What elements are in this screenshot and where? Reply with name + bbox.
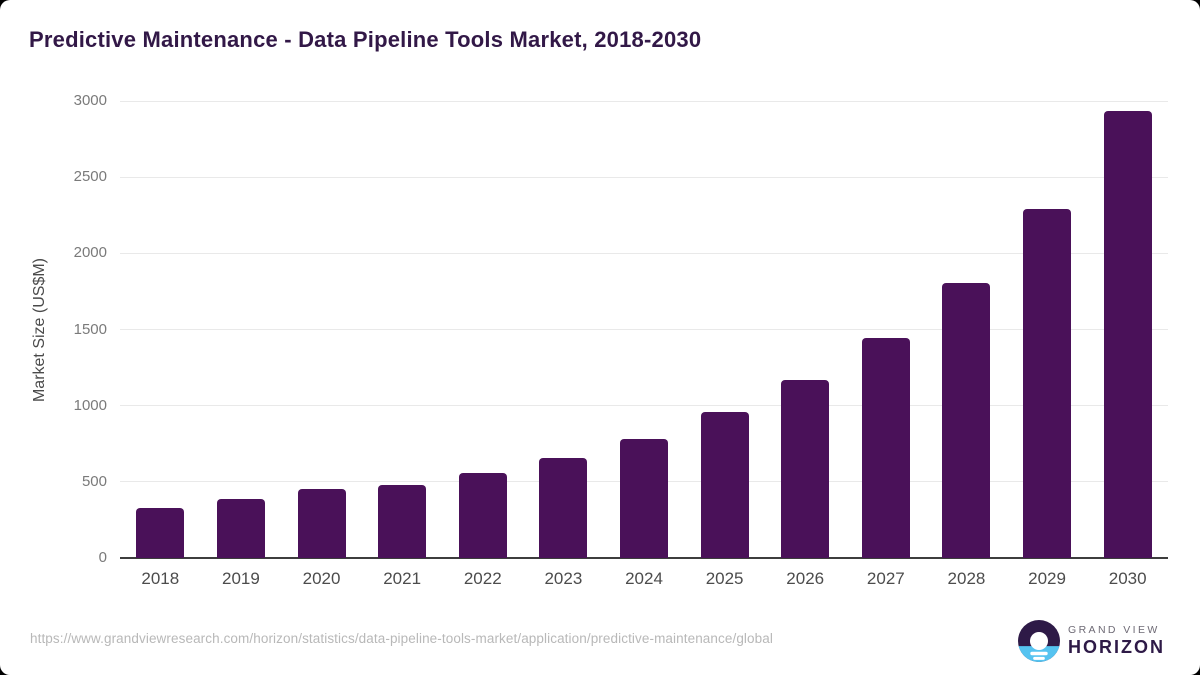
gridline-1000 [120, 405, 1168, 407]
x-tick-label-2020: 2020 [302, 569, 341, 588]
y-tick-label-0: 0 [98, 549, 107, 566]
bar-2027 [861, 337, 910, 558]
x-tick-label-2030: 2030 [1108, 569, 1147, 588]
x-tick-label-2024: 2024 [625, 569, 663, 588]
bar-2019 [216, 499, 265, 558]
x-tick-label-2025: 2025 [705, 569, 744, 588]
logo-grand-view-label: GRAND VIEW [1068, 624, 1160, 636]
gridline-3000 [120, 100, 1168, 102]
x-tick-label-2027: 2027 [866, 569, 905, 588]
bar-2018 [136, 507, 185, 558]
gridline-2500 [120, 176, 1168, 178]
x-tick-label-2021: 2021 [383, 569, 422, 588]
x-tick-label-2018: 2018 [141, 569, 180, 588]
bar-2030 [1103, 110, 1152, 558]
bar-2024 [620, 439, 668, 558]
x-tick-label-2026: 2026 [786, 569, 825, 588]
y-tick-label-3000: 3000 [73, 92, 107, 109]
bar-2021 [378, 484, 427, 558]
x-tick-label-2029: 2029 [1028, 569, 1066, 588]
chart-title: Predictive Maintenance - Data Pipeline T… [29, 27, 702, 52]
y-tick-label-1000: 1000 [73, 396, 107, 414]
bar-2026 [781, 379, 830, 558]
bar-2029 [1023, 209, 1072, 558]
bar-2028 [942, 283, 991, 558]
y-tick-label-2000: 2000 [73, 244, 107, 262]
sun-horizon-icon [1018, 620, 1060, 662]
gridline-1500 [120, 329, 1168, 330]
gridline-2000 [120, 252, 1168, 254]
bar-2023 [539, 458, 588, 558]
logo-reflection-bar-2 [1033, 656, 1045, 660]
logo-text: GRAND VIEW HORIZON [1068, 624, 1165, 658]
x-tick-label-2023: 2023 [544, 569, 583, 588]
bar-2020 [297, 488, 346, 558]
x-axis-line [120, 557, 1168, 559]
x-tick-label-2028: 2028 [947, 569, 986, 588]
grand-view-horizon-logo: GRAND VIEW HORIZON [1018, 620, 1165, 662]
y-tick-label-1500: 1500 [73, 320, 107, 338]
y-tick-label-2500: 2500 [73, 168, 107, 186]
logo-sun [1029, 631, 1049, 651]
x-tick-label-2019: 2019 [222, 569, 260, 588]
x-tick-label-2022: 2022 [463, 569, 502, 588]
logo-reflection-bar-1 [1030, 651, 1048, 656]
source-url: https://www.grandviewresearch.com/horizo… [30, 631, 773, 646]
bar-2025 [700, 411, 749, 558]
logo-horizon-label: HORIZON [1068, 637, 1165, 657]
bar-2022 [458, 473, 507, 558]
y-tick-label-500: 500 [81, 472, 107, 490]
